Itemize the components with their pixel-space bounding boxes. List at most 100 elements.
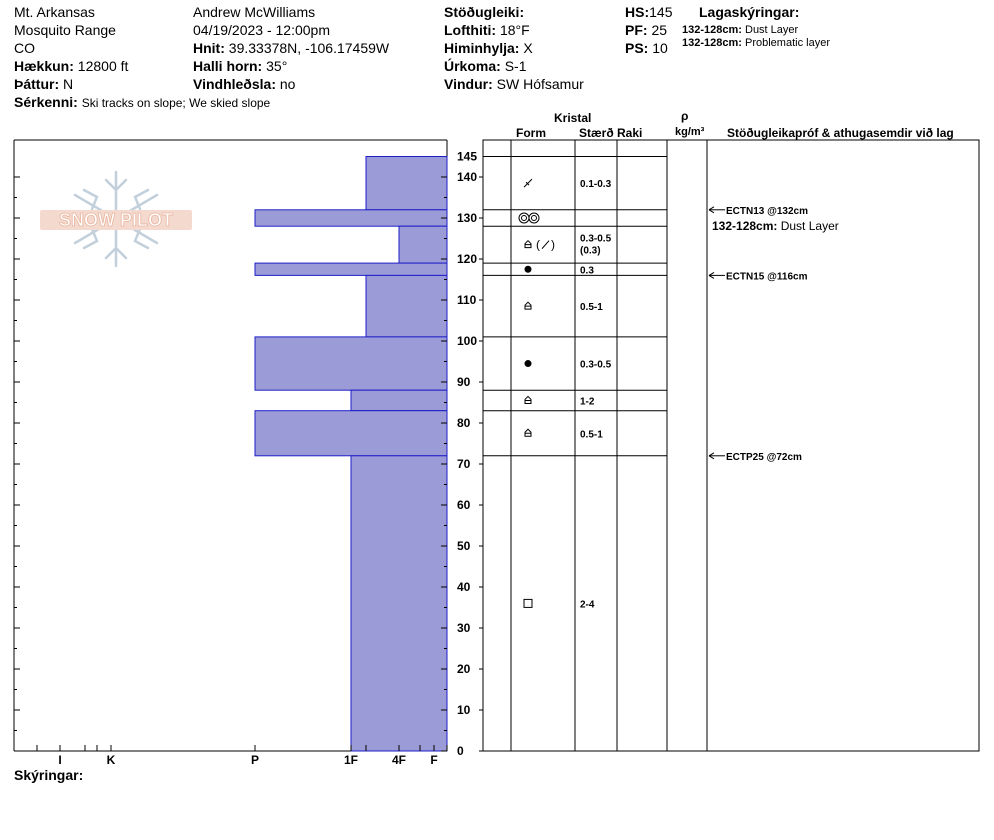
hardness-bar xyxy=(254,336,448,391)
crystal-form-symbol xyxy=(524,301,532,310)
faceted-crystal-icon xyxy=(524,239,532,249)
stability-row: Stöðugleiki: xyxy=(444,4,524,20)
slope-value: 35° xyxy=(266,58,288,74)
layer-table: 0.1-0.3() 0.3-0.5(0.3)0.30.5-10.3-0.51-20… xyxy=(482,139,980,752)
test-arrow-head xyxy=(708,271,715,279)
sky-label: Himinhylja: xyxy=(444,40,520,56)
layer-notes-title: Lagaskýringar: xyxy=(699,4,800,20)
stability-test-label: ECTN13 @132cm xyxy=(726,206,808,217)
aspect-row: Þáttur: N xyxy=(14,76,73,92)
slope-label: Halli horn: xyxy=(193,58,263,74)
density-symbol: ρ xyxy=(681,109,689,123)
stability-test-label: ECTP25 @72cm xyxy=(726,452,802,463)
crystal-size-label: 0.3 xyxy=(580,265,594,276)
depth-tick-label: 70 xyxy=(457,457,471,471)
test-arrow-head xyxy=(708,452,715,460)
test-arrow-head xyxy=(708,206,715,214)
faceted-crystal-icon xyxy=(524,428,532,437)
crystal-size-label: 0.3-0.5 xyxy=(580,234,612,245)
tests-comments-header: Stöðugleikapróf & athugasemdir við lag xyxy=(727,126,954,140)
hardness-bar xyxy=(365,156,448,211)
hardness-tick-label: I xyxy=(58,753,61,767)
density-unit: kg/m³ xyxy=(675,126,705,138)
crystal-size-label: 2-4 xyxy=(580,599,595,610)
ps-label: PS: xyxy=(625,40,649,56)
solid-faceted-icon xyxy=(523,598,533,608)
hs-value: 145 xyxy=(649,4,673,20)
precip-row: Úrkoma: S-1 xyxy=(444,58,526,74)
coords-row: Hnit: 39.33378N, -106.17459W xyxy=(193,40,389,56)
crystal-form-symbol xyxy=(523,598,533,608)
hardness-bar xyxy=(254,410,448,457)
range: Mosquito Range xyxy=(14,22,116,38)
sky-row: Himinhylja: X xyxy=(444,40,533,56)
decomposing-fragments-icon xyxy=(523,178,533,188)
datetime: 04/19/2023 - 12:00pm xyxy=(193,22,330,38)
decomposing-fragments-icon xyxy=(525,181,530,186)
depth-tick-label: 10 xyxy=(457,703,471,717)
precip-label: Úrkoma: xyxy=(444,58,501,74)
bracket-glyph: ) xyxy=(551,238,555,252)
depth-tick-label: 80 xyxy=(457,416,471,430)
elevation-value: 12800 ft xyxy=(77,58,129,74)
air-temp-value: 18°F xyxy=(499,22,530,38)
depth-tick-label: 145 xyxy=(457,150,477,164)
aspect-label: Þáttur: xyxy=(14,76,60,92)
pf-label: PF: xyxy=(625,22,648,38)
logo-text: SNOW PILOT xyxy=(59,210,173,230)
slope-row: Halli horn: 35° xyxy=(193,58,287,74)
wind-loading-label: Vindhleðsla: xyxy=(193,76,276,92)
hardness-bar xyxy=(365,274,448,338)
coords-value: 39.33378N, -106.17459W xyxy=(228,40,390,56)
table-frame xyxy=(482,139,980,752)
layer-note: 132-128cm: Dust Layer xyxy=(682,24,798,37)
air-temp-row: Lofthiti: 18°F xyxy=(444,22,530,38)
depth-tick-label: 20 xyxy=(457,662,471,676)
snowpilot-logo: SNOW PILOT xyxy=(40,170,192,268)
wind-loading-value: no xyxy=(279,76,296,92)
crystal-size-label: 0.5-1 xyxy=(580,429,603,440)
hardness-tick-label: 1F xyxy=(344,753,358,767)
melt-freeze-crust-icon xyxy=(531,215,537,221)
elevation-row: Hækkun: 12800 ft xyxy=(14,58,128,74)
melt-freeze-crust-icon xyxy=(528,212,540,224)
stability-tests: ECTN13 @132cm ECTN15 @116cm ECTP25 @72cm 13… xyxy=(708,206,839,463)
hardness-bar xyxy=(350,389,448,412)
precip-value: S-1 xyxy=(504,58,527,74)
layer-note-text: Dust Layer xyxy=(745,24,799,36)
layer-note-range: 132-128cm: xyxy=(682,37,742,49)
location: Mt. Arkansas xyxy=(14,4,95,20)
crystal-size-label: 0.1-0.3 xyxy=(580,179,612,190)
hs-row: HS:145 xyxy=(625,4,672,20)
hs-label: HS: xyxy=(625,4,650,20)
decomposing-fragments-icon xyxy=(541,240,550,249)
crystal-form-symbol: () xyxy=(524,238,555,252)
crystal-size-label: 0.5-1 xyxy=(580,302,603,313)
depth-tick-label: 120 xyxy=(457,252,477,266)
rounded-grain-icon xyxy=(524,360,532,368)
coords-label: Hnit: xyxy=(193,40,225,56)
hardness-bars xyxy=(254,156,448,752)
wind-row: Vindur: SW Hófsamur xyxy=(444,76,584,92)
moisture-header: Raki xyxy=(617,126,643,140)
crystal-size-label: 1-2 xyxy=(580,396,595,407)
rounded-grain-icon xyxy=(524,265,532,273)
depth-tick-label: 40 xyxy=(457,580,471,594)
crystal-form-symbol xyxy=(518,212,540,224)
depth-tick-label: 50 xyxy=(457,539,471,553)
faceted-crystal-icon xyxy=(524,395,532,404)
state: CO xyxy=(14,40,35,56)
legend-label: Skýringar: xyxy=(14,767,84,783)
ps-row: PS: 10 xyxy=(625,40,668,56)
sky-value: X xyxy=(523,40,533,56)
depth-tick-label: 30 xyxy=(457,621,471,635)
air-temp-label: Lofthiti: xyxy=(444,22,497,38)
depth-tick-label: 110 xyxy=(457,293,477,307)
melt-freeze-crust-icon xyxy=(518,212,530,224)
wind-value: SW Hófsamur xyxy=(496,76,584,92)
wind-loading-row: Vindhleðsla: no xyxy=(193,76,295,92)
depth-tick-label: 100 xyxy=(457,334,477,348)
crystal-form-symbol xyxy=(524,360,532,368)
layer-note: 132-128cm: Problematic layer xyxy=(682,37,830,50)
